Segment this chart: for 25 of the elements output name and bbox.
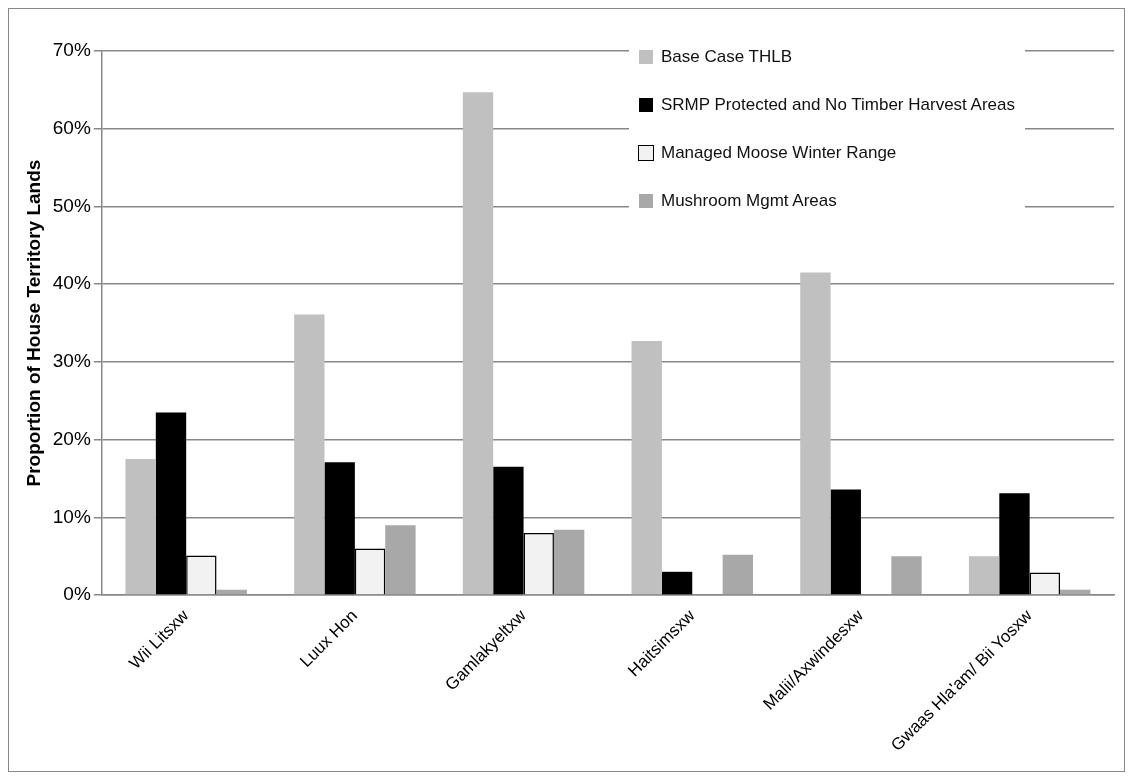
bar bbox=[722, 554, 753, 595]
y-tick-label: 70% bbox=[52, 39, 91, 61]
y-tick-label: 30% bbox=[52, 350, 91, 372]
y-tick-label: 40% bbox=[52, 272, 91, 294]
bar bbox=[830, 489, 861, 595]
y-tick-label: 10% bbox=[52, 505, 91, 527]
bar bbox=[462, 92, 494, 595]
legend-label: Base Case THLB bbox=[661, 47, 793, 67]
y-tick-label: 50% bbox=[52, 194, 91, 216]
bar bbox=[661, 571, 693, 595]
bar bbox=[800, 272, 831, 595]
bar bbox=[631, 340, 662, 595]
y-tick-label: 20% bbox=[52, 427, 91, 449]
legend-label: Managed Moose Winter Range bbox=[661, 143, 897, 163]
bar bbox=[891, 556, 922, 595]
legend-label: SRMP Protected and No Timber Harvest Areas bbox=[661, 95, 1016, 115]
bar bbox=[968, 556, 1000, 595]
y-tick-label: 60% bbox=[52, 116, 91, 138]
bar bbox=[125, 459, 156, 595]
bar bbox=[553, 529, 585, 595]
y-axis-title: Proportion of House Territory Lands bbox=[22, 159, 44, 487]
legend-label: Mushroom Mgmt Areas bbox=[661, 191, 837, 211]
y-tick-label: 0% bbox=[63, 583, 91, 605]
bar bbox=[385, 525, 416, 595]
bar bbox=[294, 314, 325, 595]
